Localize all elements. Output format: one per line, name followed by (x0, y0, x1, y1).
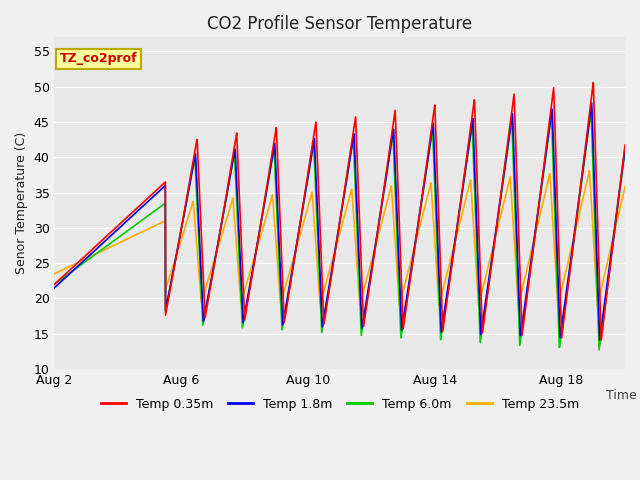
Title: CO2 Profile Sensor Temperature: CO2 Profile Sensor Temperature (207, 15, 472, 33)
Y-axis label: Senor Temperature (C): Senor Temperature (C) (15, 132, 28, 274)
Legend: Temp 0.35m, Temp 1.8m, Temp 6.0m, Temp 23.5m: Temp 0.35m, Temp 1.8m, Temp 6.0m, Temp 2… (95, 393, 584, 416)
Text: TZ_co2prof: TZ_co2prof (60, 52, 138, 65)
X-axis label: Time: Time (605, 389, 636, 402)
